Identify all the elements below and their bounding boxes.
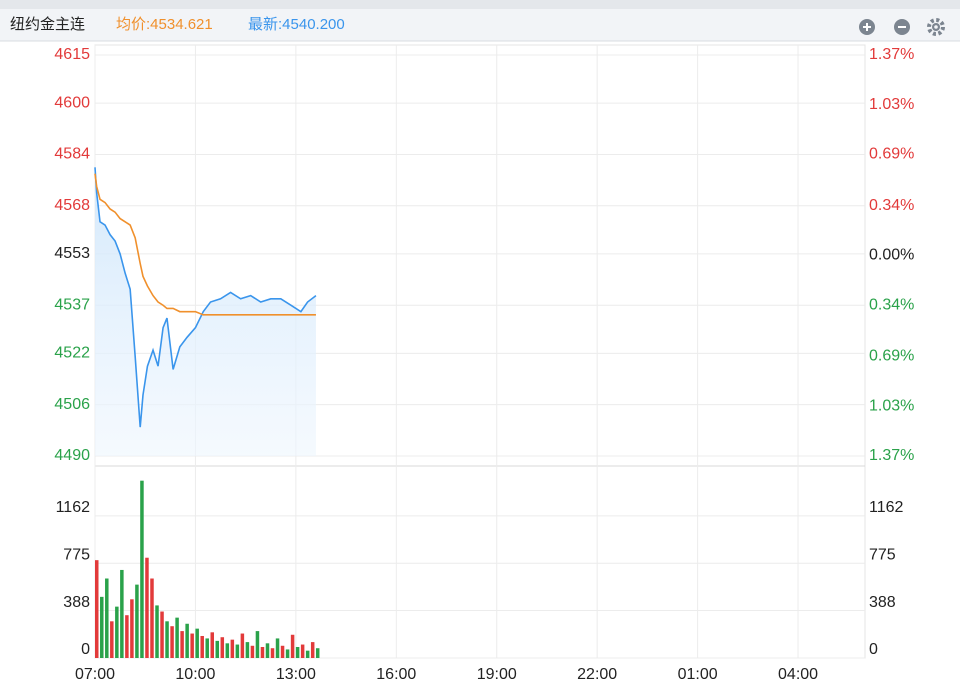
x-tick-label: 19:00 bbox=[477, 666, 517, 683]
volume-bar bbox=[230, 639, 235, 658]
volume-bar bbox=[240, 633, 245, 658]
x-tick-label: 16:00 bbox=[376, 666, 416, 683]
volume-bar bbox=[220, 637, 225, 658]
y2-tick-label: 1162 bbox=[869, 499, 904, 516]
volume-bar bbox=[185, 623, 189, 658]
x-tick-label: 22:00 bbox=[577, 666, 617, 683]
x-tick-label: 10:00 bbox=[175, 666, 215, 683]
y-tick-label: 388 bbox=[63, 594, 90, 611]
volume-bar bbox=[305, 650, 310, 658]
volume-bar bbox=[135, 584, 139, 658]
tab-strip bbox=[0, 0, 960, 9]
volume-bar bbox=[285, 649, 290, 658]
volume-bar bbox=[270, 648, 275, 658]
volume-bar bbox=[275, 638, 280, 658]
volume-bar bbox=[295, 646, 300, 658]
y2-tick-label: 1.37% bbox=[869, 447, 914, 464]
symbol-title: 纽约金主连 bbox=[10, 16, 85, 33]
y-tick-label: 4584 bbox=[54, 146, 90, 163]
x-tick-label: 13:00 bbox=[276, 666, 316, 683]
volume-bar bbox=[200, 635, 204, 658]
volume-bar bbox=[180, 631, 184, 658]
volume-bar bbox=[215, 640, 220, 658]
y-tick-label: 4600 bbox=[54, 94, 90, 111]
volume-bar bbox=[160, 611, 164, 658]
volume-bar bbox=[100, 596, 104, 658]
volume-bar bbox=[140, 480, 144, 658]
volume-bar bbox=[95, 560, 99, 658]
y2-tick-label: 0.69% bbox=[869, 146, 914, 163]
y2-tick-label: 0.34% bbox=[869, 296, 914, 313]
volume-bar bbox=[170, 626, 174, 658]
volume-bar bbox=[155, 605, 159, 658]
volume-bar bbox=[175, 617, 179, 658]
y-tick-label: 4553 bbox=[54, 245, 90, 262]
y-tick-label: 4490 bbox=[54, 447, 90, 464]
price-area bbox=[95, 167, 316, 456]
volume-bar bbox=[315, 648, 320, 658]
volume-bar bbox=[210, 632, 214, 658]
y2-tick-label: 1.03% bbox=[869, 397, 914, 414]
y-tick-label: 4568 bbox=[54, 197, 90, 214]
y-tick-label: 4615 bbox=[54, 46, 90, 63]
y2-tick-label: 388 bbox=[869, 594, 896, 611]
volume-bar bbox=[260, 646, 265, 658]
y2-tick-label: 0.34% bbox=[869, 197, 914, 214]
volume-bar bbox=[115, 606, 119, 658]
settings-button[interactable] bbox=[927, 18, 945, 36]
x-tick-label: 07:00 bbox=[75, 666, 115, 683]
volume-bar bbox=[165, 621, 169, 658]
volume-bar bbox=[110, 621, 114, 658]
y2-tick-label: 1.03% bbox=[869, 96, 914, 113]
zoom-out-button[interactable] bbox=[894, 19, 910, 35]
y2-tick-label: 0.69% bbox=[869, 348, 914, 365]
price-line bbox=[94, 167, 317, 428]
latest-price: 最新:4540.200 bbox=[248, 16, 345, 33]
volume-bar bbox=[290, 634, 295, 658]
volume-bar bbox=[125, 615, 129, 658]
y-tick-label: 0 bbox=[81, 641, 90, 658]
x-tick-label: 04:00 bbox=[778, 666, 818, 683]
average-price: 均价:4534.621 bbox=[116, 16, 213, 33]
volume-bar bbox=[195, 628, 199, 658]
y-tick-label: 1162 bbox=[56, 499, 91, 516]
volume-bar bbox=[205, 638, 209, 658]
y2-tick-label: 775 bbox=[869, 546, 896, 563]
volume-bar bbox=[120, 569, 124, 658]
volume-bar bbox=[190, 633, 194, 658]
y2-tick-label: 0.00% bbox=[869, 247, 914, 264]
volume-bar bbox=[300, 644, 305, 658]
volume-bar bbox=[105, 578, 109, 658]
x-tick-label: 01:00 bbox=[678, 666, 718, 683]
volume-bar bbox=[235, 644, 240, 658]
volume-bar bbox=[145, 557, 149, 658]
volume-bar bbox=[150, 578, 154, 658]
price-line bbox=[94, 173, 316, 316]
y-tick-label: 4522 bbox=[54, 345, 90, 362]
y2-tick-label: 0 bbox=[869, 641, 878, 658]
y-tick-label: 4537 bbox=[54, 296, 90, 313]
volume-bar bbox=[255, 631, 260, 658]
zoom-in-button[interactable] bbox=[859, 19, 875, 35]
volume-bar bbox=[265, 643, 270, 658]
volume-bar bbox=[280, 645, 285, 658]
volume-bar bbox=[250, 645, 255, 658]
y-tick-label: 775 bbox=[63, 546, 90, 563]
volume-bar bbox=[225, 643, 230, 658]
volume-bar bbox=[310, 642, 315, 658]
y2-tick-label: 1.37% bbox=[869, 46, 914, 63]
y-tick-label: 4506 bbox=[54, 396, 90, 413]
volume-bar bbox=[245, 642, 250, 658]
header-bar bbox=[0, 9, 960, 41]
volume-bar bbox=[130, 599, 134, 658]
